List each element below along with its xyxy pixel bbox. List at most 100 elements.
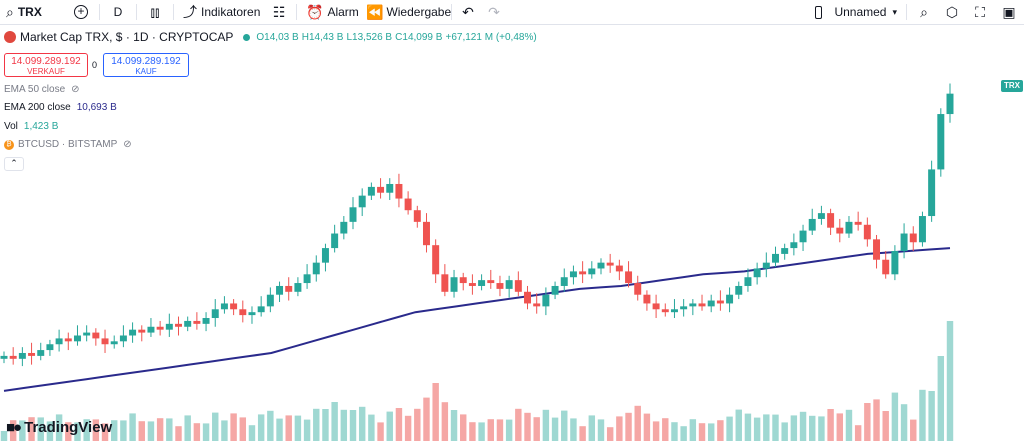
volume-bar (276, 418, 283, 441)
volume-bar (891, 392, 899, 441)
redo-icon: ↷ (488, 3, 500, 20)
undo-button[interactable]: ↶ (455, 0, 481, 24)
symbol-label: TRX (17, 5, 42, 19)
candle-body (9, 355, 17, 359)
ohlc-close: C14,099 B (395, 31, 443, 43)
volume-bar (212, 412, 219, 441)
candle-body (165, 323, 173, 330)
candle-body (321, 248, 329, 263)
candle-body (404, 198, 412, 211)
candle-body (533, 303, 541, 307)
volume-bar (717, 420, 724, 441)
alert-label: Alarm (327, 5, 359, 19)
layouts-button[interactable]: ☷ (265, 0, 293, 24)
compare-button[interactable]: + (66, 0, 96, 24)
volume-bar (423, 397, 430, 441)
candle-body (156, 326, 164, 330)
eye-off-icon[interactable]: ⊘ (123, 139, 132, 150)
layout-save-button[interactable]: Unnamed ▾ (809, 0, 903, 24)
volume-bar (294, 415, 302, 441)
alert-button[interactable]: ⏰ Alarm (300, 0, 360, 24)
sell-button[interactable]: 14.099.289.192 VERKAUF (4, 53, 88, 77)
candle-body (73, 335, 81, 342)
candle-body (542, 294, 550, 307)
fullscreen-icon: ⛶ (975, 3, 985, 20)
volume-bar (818, 416, 825, 441)
volume-bar (726, 416, 733, 441)
volume-bar (625, 412, 632, 441)
indicator-ema200[interactable]: EMA 200 close 10,693 B (4, 102, 117, 113)
volume-bar (221, 420, 228, 441)
layout-checkbox[interactable] (815, 5, 823, 19)
volume-bar (882, 411, 889, 441)
candle-body (891, 251, 899, 275)
tradingview-logo[interactable]: ■● TradingView (6, 419, 112, 436)
candle-body (827, 213, 835, 228)
settings-button[interactable]: ⬡ (938, 0, 966, 24)
candle-body (175, 323, 182, 327)
fullscreen-button[interactable]: ⛶ (966, 0, 994, 24)
volume-bar (643, 413, 651, 441)
ema200-line (3, 247, 951, 392)
replay-button[interactable]: ⏪ Wiedergabe (360, 0, 451, 24)
volume-bar (46, 421, 54, 441)
volume-bar (358, 406, 366, 441)
candle-body (836, 227, 844, 234)
candle-body (661, 309, 669, 313)
volume-bar (257, 414, 265, 441)
volume-bar (698, 423, 706, 441)
eye-off-icon[interactable]: ⊘ (71, 84, 80, 95)
indicators-button[interactable]: ⤴ Indikatoren (177, 0, 265, 24)
snapshot-button[interactable]: ▣ (994, 0, 1024, 24)
volume-bar (854, 425, 862, 441)
volume-bar (836, 413, 844, 441)
candle-body (808, 218, 816, 231)
volume-bar (634, 405, 641, 441)
candle-body (37, 350, 45, 356)
volume-bar (166, 418, 173, 441)
symbol-search[interactable]: ⌕ TRX (0, 0, 66, 24)
btc-label: BTCUSD · BITSTAMP (18, 139, 118, 150)
candle-body (64, 338, 72, 342)
candle-body (909, 233, 917, 243)
divider (906, 4, 907, 20)
series-title[interactable]: Market Cap TRX, $ · 1D · CRYPTOCAP (20, 30, 234, 44)
candle-body (129, 329, 137, 336)
candle-body (386, 183, 394, 193)
quick-search-button[interactable]: ⌕ (910, 0, 938, 24)
buy-price: 14.099.289.192 (111, 56, 181, 67)
candle-body (119, 335, 127, 342)
redo-button[interactable]: ↷ (481, 0, 507, 24)
indicator-volume[interactable]: Vol 1,423 B (4, 121, 58, 132)
volume-bar (900, 404, 908, 441)
volume-bar (707, 423, 715, 441)
buy-button[interactable]: 14.099.289.192 KAUF (103, 53, 189, 77)
volume-bar (285, 415, 292, 441)
indicators-icon: ⤴ (183, 4, 197, 20)
volume-bar (331, 402, 338, 441)
candle-body (615, 265, 623, 272)
interval-button[interactable]: D (103, 0, 133, 24)
indicator-btc-compare[interactable]: ₿ BTCUSD · BITSTAMP ⊘ (4, 139, 132, 150)
market-open-icon (243, 33, 251, 41)
volume-bar (542, 409, 550, 441)
ohlc-low: L13,526 B (346, 31, 393, 43)
candle-body (101, 338, 109, 345)
indicator-ema50[interactable]: EMA 50 close ⊘ (4, 84, 80, 95)
candle-body (257, 306, 265, 313)
volume-bar (946, 321, 954, 441)
collapse-legend-button[interactable]: ⌃ (4, 157, 24, 171)
candle-body (845, 221, 853, 234)
price-tag: TRX (1001, 80, 1023, 92)
chart-type-button[interactable]: ⫾⫾ (140, 0, 170, 24)
candle-body (597, 262, 605, 269)
replay-icon: ⏪ (366, 3, 384, 20)
volume-bar (377, 422, 384, 441)
candle-body (643, 294, 651, 304)
candle-body (211, 309, 219, 319)
candle-body (863, 224, 871, 240)
volume-bar (662, 418, 669, 441)
candle-body (110, 341, 118, 345)
divider (136, 4, 137, 20)
